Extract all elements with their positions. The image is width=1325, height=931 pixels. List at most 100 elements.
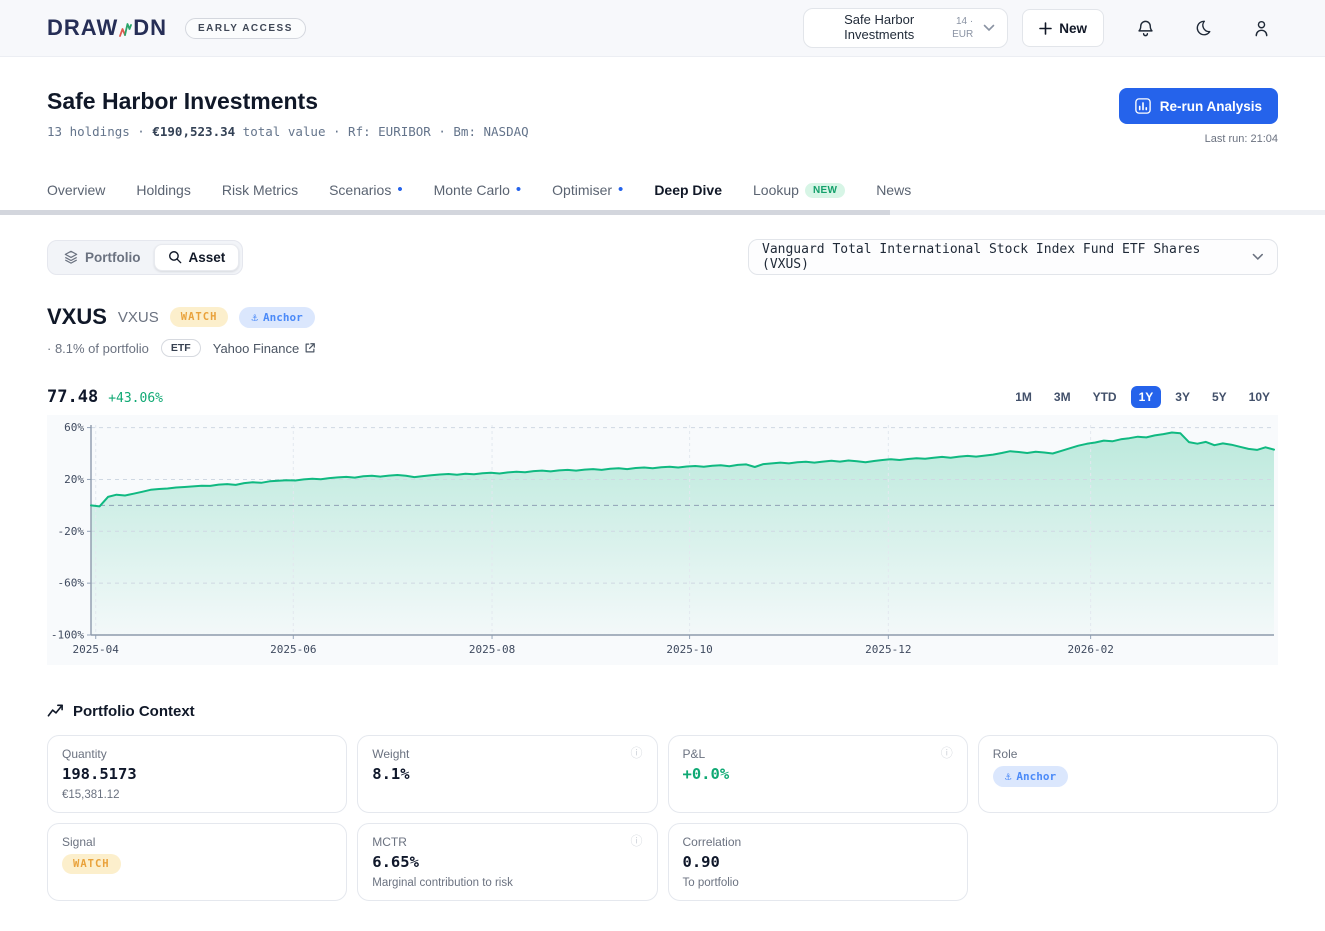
tab-scrollbar-thumb[interactable] <box>0 210 890 215</box>
tab-label: Overview <box>47 182 106 198</box>
view-mode-toggle: Portfolio Asset <box>47 239 244 275</box>
tab-list: Overview Holdings Risk Metrics Scenarios • Mo… <box>47 172 1278 210</box>
portfolio-context-heading: Portfolio Context <box>47 703 1278 720</box>
change-percent: +43.06% <box>108 391 163 406</box>
early-access-badge: EARLY ACCESS <box>185 17 306 39</box>
portfolio-selector-meta: 14 · EUR <box>952 16 974 40</box>
card-label: Role <box>992 747 1018 761</box>
trend-icon <box>47 704 63 717</box>
notifications-button[interactable] <box>1128 11 1162 45</box>
anchor-role-badge: ⚓ Anchor <box>239 306 315 328</box>
last-run-timestamp: Last run: 21:04 <box>1204 133 1278 145</box>
range-5y[interactable]: 5Y <box>1204 386 1235 408</box>
watch-badge: WATCH <box>62 854 121 874</box>
card-value: 6.65% <box>372 853 419 871</box>
tab-monte-carlo[interactable]: Monte Carlo • <box>434 172 522 210</box>
last-price: 77.48 <box>47 387 99 407</box>
svg-text:-20%: -20% <box>58 525 85 538</box>
tab-overview[interactable]: Overview <box>47 172 105 210</box>
svg-text:2025-08: 2025-08 <box>469 643 515 656</box>
card-label: Correlation <box>682 835 742 849</box>
new-button[interactable]: New <box>1022 9 1104 47</box>
card-label: P&L <box>682 747 706 761</box>
info-icon[interactable]: ⓘ <box>940 746 953 760</box>
tab-label: Optimiser <box>552 182 613 198</box>
context-card-p-l: P&L ⓘ +0.0% <box>667 735 968 813</box>
tab-label: Monte Carlo <box>433 182 510 198</box>
theme-toggle-button[interactable] <box>1186 11 1220 45</box>
card-subtext: €15,381.12 <box>62 789 120 801</box>
return-chart[interactable]: 2025-04 2025-06 2025-08 2025-10 2025-12 2026-… <box>47 415 1278 665</box>
info-icon[interactable]: ⓘ <box>630 746 643 760</box>
asset-name: VXUS <box>47 304 107 329</box>
portfolio-mode-button[interactable]: Portfolio <box>51 245 154 270</box>
tab-label: Scenarios <box>329 182 392 198</box>
page-title: Safe Harbor Investments <box>47 88 318 114</box>
tab-optimiser[interactable]: Optimiser • <box>552 172 623 210</box>
info-icon[interactable]: ⓘ <box>630 834 643 848</box>
portfolio-share-text: · 8.1% of portfolio <box>47 340 149 356</box>
tab-label: Holdings <box>136 182 191 198</box>
context-card-role: Role ⚓ Anchor <box>977 735 1278 813</box>
card-value: 0.90 <box>682 853 720 871</box>
svg-text:2025-10: 2025-10 <box>666 643 712 656</box>
asset-ticker: VXUS <box>117 308 159 326</box>
range-3y[interactable]: 3Y <box>1167 386 1198 408</box>
tab-scenarios[interactable]: Scenarios • <box>329 172 403 210</box>
range-10y[interactable]: 10Y <box>1241 386 1278 408</box>
account-button[interactable] <box>1244 11 1278 45</box>
tab-label: Risk Metrics <box>221 182 299 198</box>
asset-type-badge: ETF <box>160 339 201 357</box>
card-label: Quantity <box>62 747 107 761</box>
range-ytd[interactable]: YTD <box>1085 386 1125 408</box>
return-chart-svg: 2025-04 2025-06 2025-08 2025-10 2025-12 2026-… <box>51 421 1275 656</box>
card-value: +0.0% <box>682 765 730 783</box>
svg-text:2026-02: 2026-02 <box>1067 643 1113 656</box>
moon-icon <box>1196 20 1211 36</box>
svg-text:-100%: -100% <box>51 629 84 642</box>
range-3m[interactable]: 3M <box>1046 386 1079 408</box>
svg-text:60%: 60% <box>64 421 84 434</box>
svg-text:2025-04: 2025-04 <box>73 643 120 656</box>
context-card-correlation: Correlation 0.90 To portfolio <box>667 823 968 901</box>
range-1m[interactable]: 1M <box>1007 386 1040 408</box>
chevron-down-icon <box>983 24 995 32</box>
asset-mode-button[interactable]: Asset <box>153 243 240 271</box>
bar-chart-icon <box>1134 98 1151 114</box>
context-card-weight: Weight ⓘ 8.1% <box>357 735 658 813</box>
card-value: 8.1% <box>372 765 410 783</box>
anchor-icon: ⚓ <box>251 310 259 324</box>
card-label: Signal <box>62 835 96 849</box>
svg-text:-60%: -60% <box>58 577 85 590</box>
range-buttons: 1M 3M YTD 1Y 3Y 5Y 10Y <box>1007 386 1278 408</box>
plus-icon <box>1039 21 1053 35</box>
portfolio-selector-name: Safe Harbor Investments <box>844 12 915 42</box>
card-subtext: Marginal contribution to risk <box>372 877 513 889</box>
range-1y[interactable]: 1Y <box>1130 386 1162 408</box>
tab-deep-dive[interactable]: Deep Dive <box>654 172 722 210</box>
context-card-quantity: Quantity 198.5173 €15,381.12 <box>47 735 348 813</box>
asset-dropdown[interactable]: Vanguard Total International Stock Index… <box>748 239 1278 275</box>
yahoo-finance-link[interactable]: Yahoo Finance <box>213 341 317 356</box>
context-card-mctr: MCTR ⓘ 6.65% Marginal contribution to risk <box>357 823 658 901</box>
tab-risk-metrics[interactable]: Risk Metrics <box>222 172 298 210</box>
tab-news[interactable]: News <box>876 172 911 210</box>
context-card-signal: Signal WATCH <box>47 823 348 901</box>
portfolio-selector[interactable]: Safe Harbor Investments 14 · EUR <box>803 8 1009 48</box>
svg-text:20%: 20% <box>64 473 84 486</box>
logo-spark-icon <box>119 23 133 37</box>
rerun-analysis-button[interactable]: Re-run Analysis <box>1118 88 1278 124</box>
asset-header: VXUS VXUS WATCH ⚓ Anchor · 8.1% of portf… <box>47 304 1278 357</box>
app-logo[interactable]: DRAW DN <box>47 15 167 41</box>
card-value: 198.5173 <box>62 765 137 783</box>
card-subtext: To portfolio <box>682 877 739 889</box>
chevron-down-icon <box>1253 253 1264 261</box>
svg-text:2025-06: 2025-06 <box>270 643 316 656</box>
tab-holdings[interactable]: Holdings <box>136 172 190 210</box>
tab-lookup[interactable]: Lookup NEW <box>753 172 846 210</box>
tab-label: Deep Dive <box>654 182 723 198</box>
card-label: MCTR <box>372 835 407 849</box>
layers-icon <box>64 250 78 264</box>
card-label: Weight <box>372 747 410 761</box>
search-icon <box>168 251 181 264</box>
